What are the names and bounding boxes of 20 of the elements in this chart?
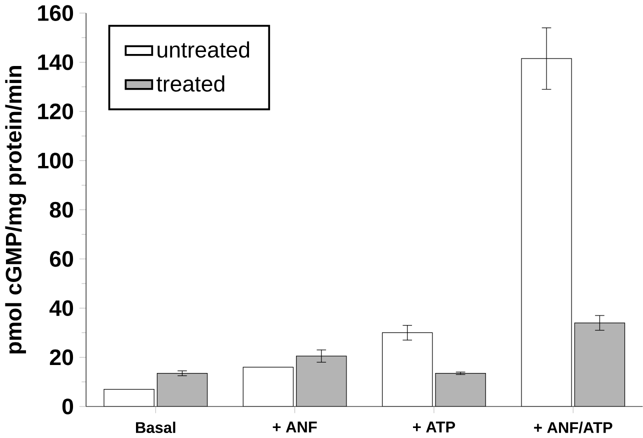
y-tick-label: 40 (49, 300, 74, 316)
y-tick-label: 60 (50, 250, 74, 267)
y-tick-label: 120 (38, 103, 74, 120)
x-tick-label: Basal (136, 421, 176, 433)
y-tick-label: 20 (50, 349, 74, 366)
y-tick-label: 100 (38, 152, 74, 168)
legend-label: treated (156, 75, 224, 92)
y-axis-title: pmol cGMP/mg protein/min (5, 66, 26, 354)
x-tick-label: + ANF (272, 421, 317, 432)
y-tick-label: 80 (50, 202, 74, 218)
x-tick-label: + ANF/ATP (534, 421, 612, 434)
x-tick-label: + ATP (413, 421, 456, 432)
legend-label: untreated (158, 41, 250, 58)
bar (157, 373, 208, 406)
bar (296, 356, 346, 406)
y-tick-label: 0 (62, 398, 74, 414)
y-tick-label: 160 (38, 4, 74, 21)
bar (574, 322, 626, 406)
y-tick-label: 140 (38, 54, 74, 70)
bar (436, 373, 486, 406)
